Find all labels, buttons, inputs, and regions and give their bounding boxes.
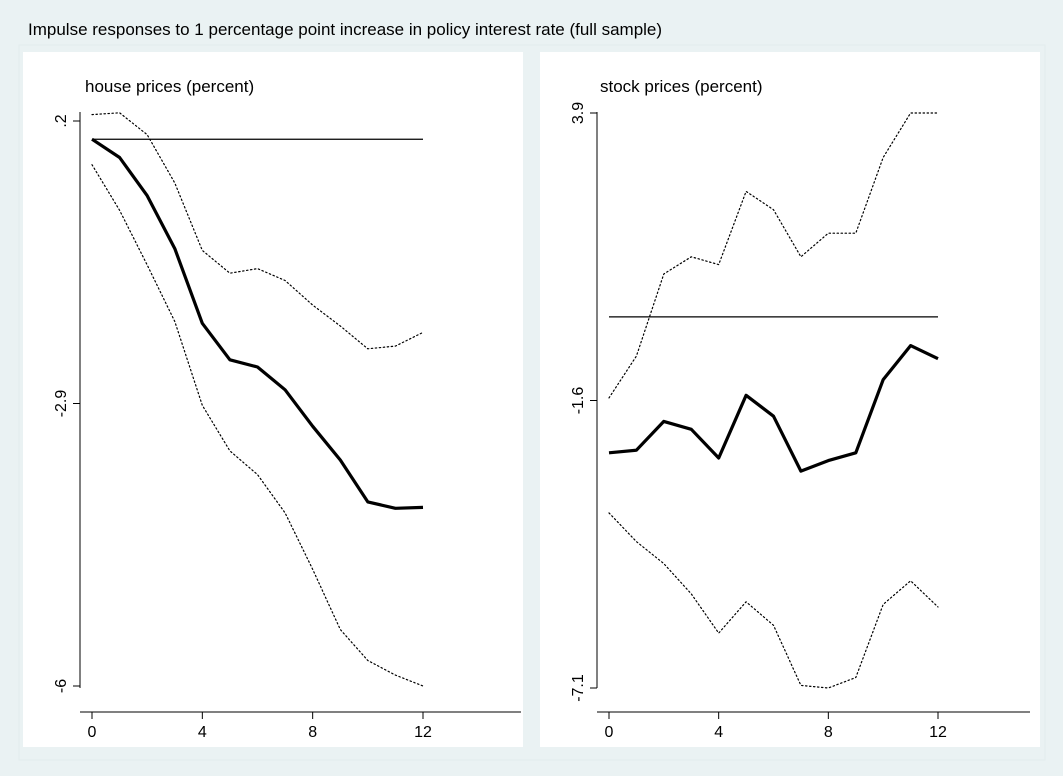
x-tick-label: 8 <box>824 724 833 741</box>
x-tick-label: 4 <box>714 724 723 741</box>
x-tick-label: 0 <box>88 724 97 741</box>
x-tick-label: 12 <box>414 724 432 741</box>
tick-group: 0 4 8 12 3.9 -1.6 -7.1 <box>570 102 947 741</box>
tick-group: 0 4 8 12 .2 -2.9 -6 <box>53 114 432 741</box>
series-line-lower-band <box>91 164 424 687</box>
panel-house-prices: house prices (percent) 0 4 8 12 .2 -2.9 -6 <box>23 52 523 747</box>
figure-title: Impulse responses to 1 percentage point … <box>28 20 663 39</box>
plot-area <box>540 52 1040 747</box>
x-tick-label: 8 <box>308 724 317 741</box>
y-tick-label: -2.9 <box>53 390 70 418</box>
plot-area <box>23 52 523 747</box>
y-tick-label: 3.9 <box>570 102 587 124</box>
series-line-response <box>608 344 939 473</box>
y-tick-label: -6 <box>53 679 70 693</box>
y-tick-label: -1.6 <box>570 387 587 415</box>
panel-stock-prices: stock prices (percent) 0 4 8 12 3.9 -1.6 -7.1 <box>540 52 1040 747</box>
series-group <box>91 112 424 687</box>
series-line-lower-band <box>608 512 939 689</box>
panel-title: house prices (percent) <box>85 77 254 96</box>
y-tick-label: .2 <box>53 114 70 127</box>
series-line-upper-band <box>608 112 939 399</box>
x-tick-label: 4 <box>198 724 207 741</box>
x-tick-label: 0 <box>605 724 614 741</box>
y-tick-label: -7.1 <box>570 674 587 702</box>
series-group <box>608 112 939 689</box>
series-line-response <box>91 137 424 510</box>
series-line-upper-band <box>91 112 424 350</box>
x-tick-label: 12 <box>929 724 947 741</box>
panel-title: stock prices (percent) <box>600 77 763 96</box>
